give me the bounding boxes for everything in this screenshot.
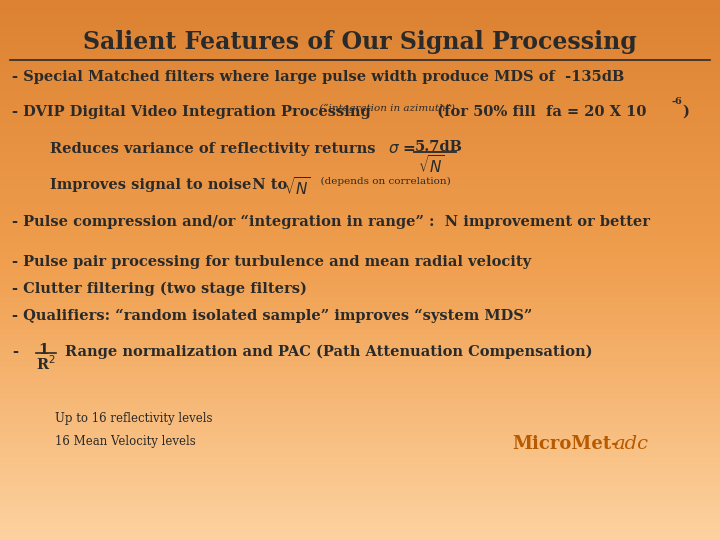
Text: -6: -6	[672, 97, 683, 106]
Text: (for 50% fill  fa = 20 X 10: (for 50% fill fa = 20 X 10	[427, 105, 647, 119]
Text: 1: 1	[38, 343, 48, 357]
Text: - DVIP Digital Video Integration Processing: - DVIP Digital Video Integration Process…	[12, 105, 371, 119]
Text: 16 Mean Velocity levels: 16 Mean Velocity levels	[55, 435, 196, 448]
Text: (“integration in azimuth”): (“integration in azimuth”)	[316, 104, 455, 113]
Text: MicroMet-: MicroMet-	[512, 435, 618, 453]
Text: - Pulse compression and/or “integration in range” :  N improvement or better: - Pulse compression and/or “integration …	[12, 215, 650, 230]
Text: ): )	[682, 105, 689, 119]
Text: $\sqrt{N}$: $\sqrt{N}$	[418, 154, 445, 176]
Text: $\sigma$ =: $\sigma$ =	[388, 142, 416, 156]
Text: - Qualifiers: “random isolated sample” improves “system MDS”: - Qualifiers: “random isolated sample” i…	[12, 309, 532, 323]
Text: Improves signal to noise: Improves signal to noise	[50, 178, 251, 192]
Text: Reduces variance of reflectivity returns: Reduces variance of reflectivity returns	[50, 142, 376, 156]
Text: N to: N to	[242, 178, 287, 192]
Text: - Pulse pair processing for turbulence and mean radial velocity: - Pulse pair processing for turbulence a…	[12, 255, 531, 269]
Text: - Clutter filtering (two stage filters): - Clutter filtering (two stage filters)	[12, 282, 307, 296]
Text: -: -	[12, 345, 18, 359]
Text: 5.7dB: 5.7dB	[415, 140, 463, 154]
Text: R$^2$: R$^2$	[36, 354, 55, 373]
Text: Range normalization and PAC (Path Attenuation Compensation): Range normalization and PAC (Path Attenu…	[65, 345, 593, 360]
Text: adc: adc	[613, 435, 648, 453]
Text: Salient Features of Our Signal Processing: Salient Features of Our Signal Processin…	[83, 30, 637, 54]
Text: - Special Matched filters where large pulse width produce MDS of  -135dB: - Special Matched filters where large pu…	[12, 70, 624, 84]
Text: Up to 16 reflectivity levels: Up to 16 reflectivity levels	[55, 412, 212, 425]
Text: $\sqrt{N}$: $\sqrt{N}$	[284, 176, 310, 198]
Text: (depends on correlation): (depends on correlation)	[314, 177, 451, 186]
